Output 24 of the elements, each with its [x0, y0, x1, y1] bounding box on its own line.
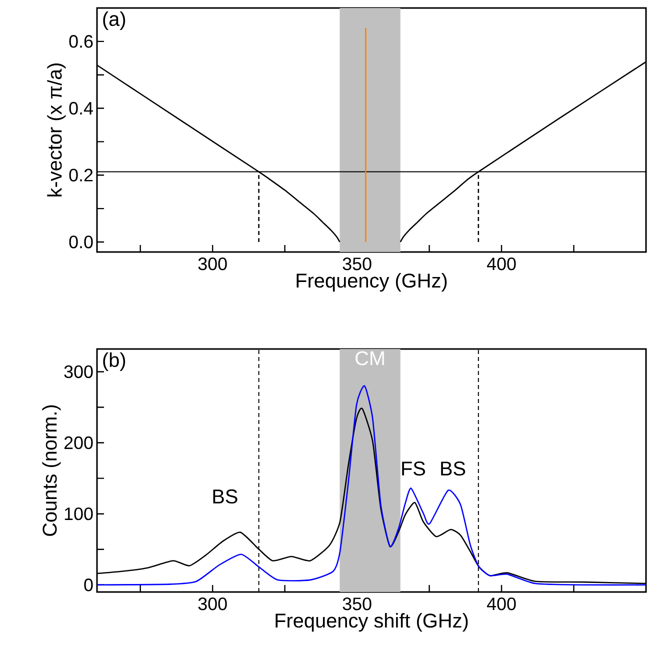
- y-tick-label: 100: [64, 507, 93, 520]
- y-tick-label: 300: [64, 365, 93, 378]
- y-tick-label: 0.0: [69, 236, 93, 248]
- y-tick-label: 0.4: [69, 102, 93, 115]
- annotation: BS: [441, 461, 466, 476]
- annotation: (b): [103, 352, 126, 371]
- y-tick-label: 200: [64, 436, 93, 450]
- annotation: FS: [402, 461, 426, 476]
- x-tick-label: 300: [198, 258, 227, 270]
- x-tick-label: 350: [342, 258, 372, 270]
- y-tick-label: 0.6: [69, 35, 93, 48]
- y-axis-title: k-vector (x π/a): [47, 63, 66, 196]
- y-axis-title: Counts (norm.): [42, 405, 61, 536]
- x-tick-label: 300: [198, 598, 227, 610]
- annotation: BS: [213, 489, 238, 504]
- x-axis-title: Frequency shift (GHz): [276, 613, 468, 632]
- y-tick-label: 0: [84, 578, 93, 592]
- x-tick-label: 350: [342, 598, 372, 610]
- annotation: (a): [103, 11, 126, 30]
- x-tick-label: 400: [486, 598, 516, 610]
- x-axis-title: Frequency (GHz): [296, 273, 447, 292]
- y-tick-label: 0.2: [69, 168, 93, 182]
- x-tick-label: 400: [486, 258, 516, 270]
- band-label: CM: [356, 351, 384, 366]
